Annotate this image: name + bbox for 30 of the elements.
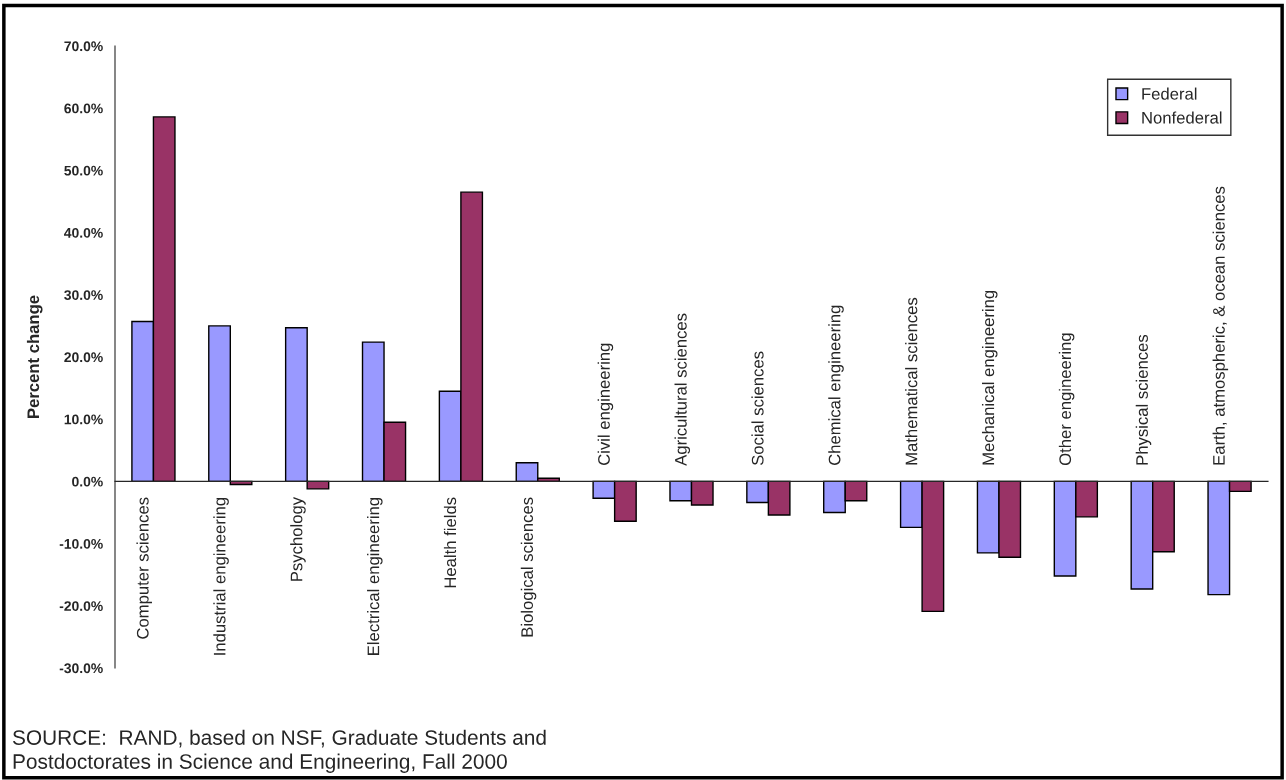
y-tick-label: 20.0%	[64, 352, 103, 363]
y-tick-label: 40.0%	[64, 227, 103, 238]
x-tick-label: Mathematical sciences	[905, 297, 918, 465]
x-tick-label: Other engineering	[1058, 333, 1075, 466]
x-tick-label: Biological sciences	[520, 497, 537, 637]
x-tick-label: Computer sciences	[136, 497, 152, 639]
x-tick-label: Physical sciences	[1135, 334, 1152, 465]
y-tick-label: 10.0%	[64, 414, 103, 425]
x-tick-label: Psychology	[290, 496, 306, 581]
legend-label: Nonfederal	[1142, 111, 1222, 124]
y-tick-label: -10.0%	[59, 538, 103, 549]
y-tick-label: -20.0%	[59, 601, 103, 611]
y-tick-label: 60.0%	[64, 103, 103, 114]
x-tick-label: Industrial engineering	[213, 498, 229, 655]
x-tick-label: Health fields	[443, 497, 457, 588]
y-tick-label: 50.0%	[64, 165, 103, 176]
x-tick-label: Mechanical engineering	[981, 290, 998, 465]
x-tick-label: Civil engineering	[597, 343, 614, 465]
y-tick-label: -30.0%	[59, 663, 103, 674]
y-tick-label: 0.0%	[72, 476, 103, 487]
x-tick-label: Earth, atmospheric, & ocean sciences	[1212, 186, 1229, 465]
y-axis-title: Percent change	[26, 295, 43, 418]
source-note: SOURCE: RAND, based on NSF, Graduate Students and Postdoctorates in Science and Engineering, Fall 2000	[12, 729, 546, 773]
legend-label: Federal	[1142, 87, 1197, 100]
y-tick-label: 70.0%	[64, 41, 103, 52]
x-tick-label: Social sciences	[751, 351, 764, 466]
x-tick-label: Electrical engineering	[367, 498, 383, 655]
x-tick-label: Agricultural sciences	[674, 313, 691, 466]
y-tick-label: 30.0%	[64, 290, 103, 300]
x-tick-label: Chemical engineering	[828, 305, 844, 465]
